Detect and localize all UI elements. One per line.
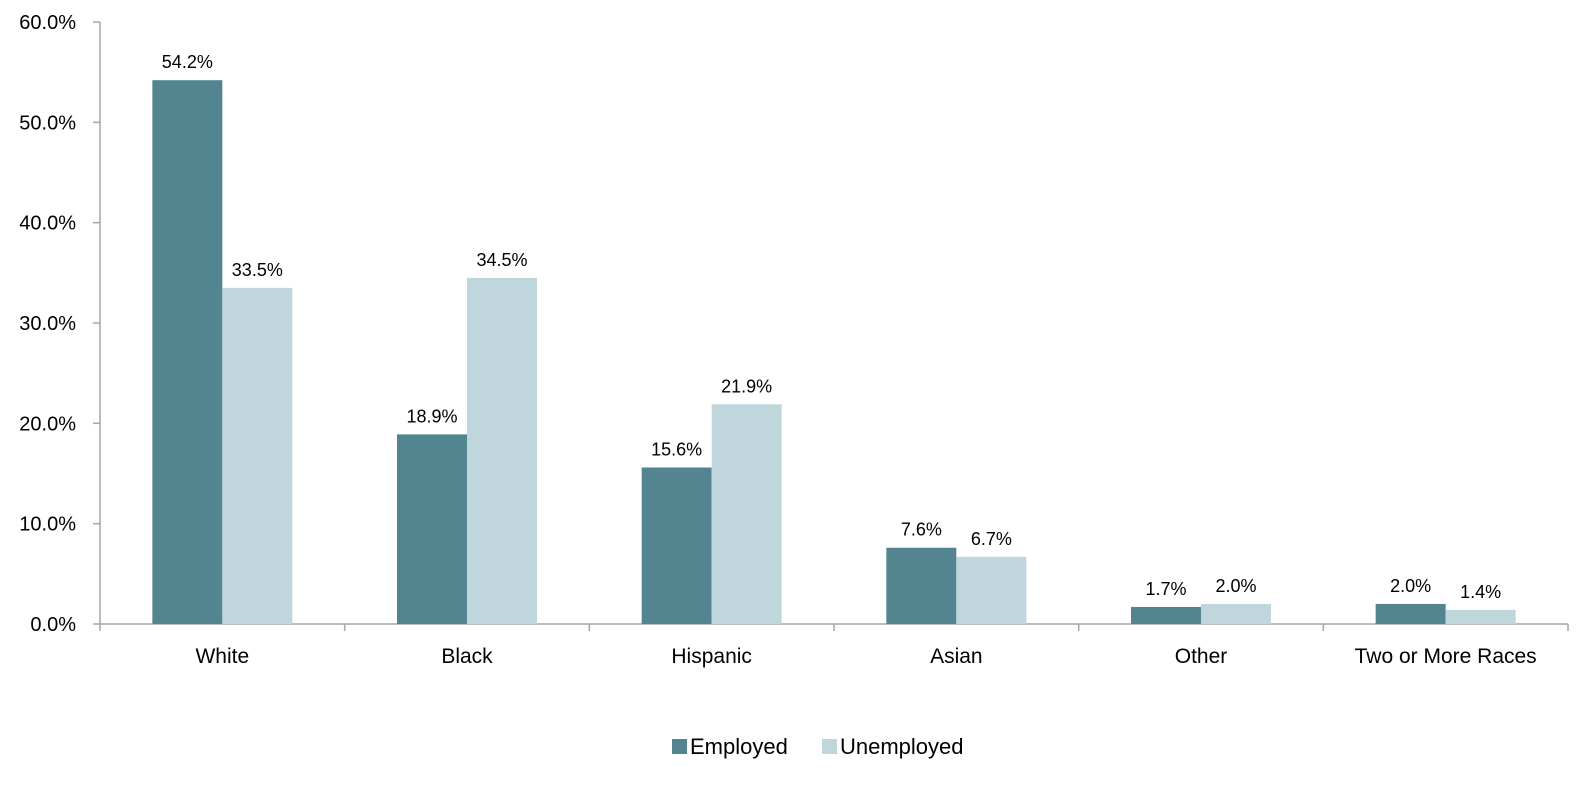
- x-tick-label: Black: [441, 645, 493, 668]
- y-tick-label: 30.0%: [19, 313, 76, 335]
- bar-employed: [397, 434, 467, 624]
- data-label: 1.7%: [1145, 579, 1186, 599]
- legend-swatch-employed: [672, 739, 687, 754]
- bar-unemployed: [1201, 603, 1271, 624]
- bar-employed: [1131, 606, 1201, 624]
- bar-unemployed: [1445, 609, 1516, 624]
- bar-employed: [641, 467, 712, 624]
- legend-label-employed: Employed: [690, 734, 788, 759]
- y-tick-label: 40.0%: [19, 213, 76, 235]
- x-tick-label: Asian: [930, 645, 983, 668]
- x-tick-label: Two or More Races: [1355, 645, 1537, 668]
- data-label: 2.0%: [1215, 576, 1256, 596]
- data-label: 34.5%: [476, 250, 527, 270]
- y-tick-label: 60.0%: [19, 12, 76, 34]
- bar-employed: [886, 547, 957, 624]
- bar-unemployed: [222, 287, 293, 624]
- x-tick-label: White: [195, 645, 249, 668]
- data-labels: 54.2% 18.9% 15.6% 7.6% 1.7% 2.0% 33.5% 34.5% 21.…: [162, 52, 1501, 602]
- bar-unemployed: [956, 556, 1027, 624]
- x-tick-label: Hispanic: [671, 645, 752, 668]
- x-tick-label: Other: [1175, 645, 1228, 668]
- data-label: 15.6%: [651, 439, 702, 459]
- y-tick-label: 0.0%: [30, 614, 76, 636]
- data-label: 18.9%: [406, 406, 457, 426]
- data-label: 2.0%: [1390, 576, 1431, 596]
- x-axis: White Black Hispanic Asian Other Two or More …: [99, 623, 1569, 668]
- bar-unemployed: [467, 277, 537, 624]
- data-label: 33.5%: [232, 260, 283, 280]
- data-label: 21.9%: [721, 376, 772, 396]
- bar-unemployed: [711, 404, 782, 624]
- data-label: 7.6%: [901, 520, 942, 540]
- y-tick-label: 50.0%: [19, 112, 76, 134]
- y-axis: 0.0% 10.0% 20.0% 30.0% 40.0% 50.0% 60.0%: [19, 12, 101, 636]
- data-label: 6.7%: [971, 529, 1012, 549]
- data-label: 1.4%: [1460, 582, 1501, 602]
- data-label: 54.2%: [162, 52, 213, 72]
- legend: Employed Unemployed: [672, 734, 964, 759]
- y-tick-label: 10.0%: [19, 514, 76, 536]
- legend-label-unemployed: Unemployed: [840, 734, 964, 759]
- y-tick-label: 20.0%: [19, 413, 76, 435]
- bars: [152, 80, 1516, 624]
- bar-employed: [1375, 603, 1446, 624]
- legend-swatch-unemployed: [822, 739, 837, 754]
- bar-employed: [152, 80, 223, 624]
